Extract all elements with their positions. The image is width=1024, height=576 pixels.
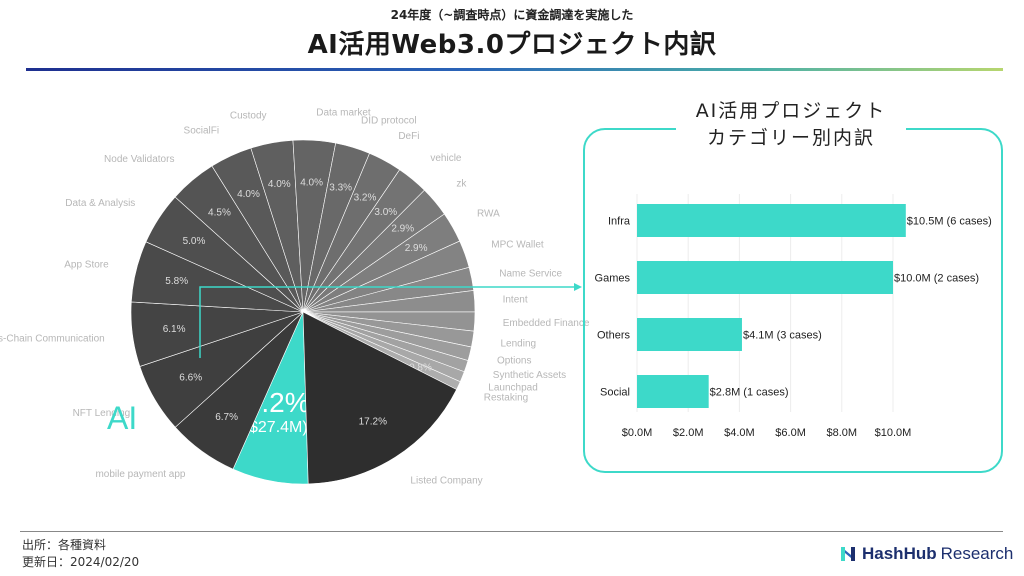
- footer-divider: [20, 531, 1003, 532]
- bar-value-label: $4.1M (3 cases): [743, 330, 822, 342]
- pie-slice-label-launchpad: Launchpad: [488, 382, 538, 393]
- pie-slice-label-custody: Custody: [230, 110, 267, 121]
- hashhub-logo: HashHub Research: [840, 544, 1013, 564]
- pie-slice-label-did-protocol: DID protocol: [361, 116, 417, 127]
- pie-slice-label-listed-company: Listed Company: [410, 476, 482, 487]
- footer-notes: 出所：各種資料 更新日：2024/02/20: [22, 537, 139, 571]
- pie-slice-label-restaking: Restaking: [484, 393, 528, 404]
- bar-games: [637, 261, 893, 294]
- pie-slice-label-app-store: App Store: [64, 260, 109, 271]
- title-divider: [26, 68, 1003, 71]
- pie-slice-value-data-market: 4.0%: [300, 177, 323, 188]
- panel-title-line2: カテゴリー別内訳: [706, 127, 875, 149]
- page-title: AI活用Web3.0プロジェクト内訳: [307, 30, 717, 60]
- pie-slice-label-defi: DeFi: [398, 131, 419, 142]
- pie-slice-label-synthetic-assets: Synthetic Assets: [493, 370, 566, 381]
- logo-name-bold: HashHub: [862, 544, 937, 563]
- logo-name-light: Research: [940, 544, 1014, 563]
- pie-slice-value-zk: 2.9%: [391, 224, 414, 235]
- panel-title: AI活用プロジェクト カテゴリー別内訳: [676, 98, 906, 152]
- pie-slice-value-custody: 4.0%: [268, 179, 291, 190]
- bar-category-label: Infra: [608, 216, 631, 228]
- bar-x-tick-label: $2.0M: [673, 427, 704, 439]
- bar-chart: $0.0M $2.0M $4.0M $6.0M $8.0M $10.0M Infra $10.…: [595, 194, 992, 439]
- pie-slice-value-socialfi: 4.0%: [237, 189, 260, 200]
- source-note: 出所：各種資料: [22, 538, 107, 552]
- pie-slice-value-restaking: 0.8%: [409, 363, 432, 374]
- connector-line: [199, 286, 576, 358]
- pie-slice-label-name-service: Name Service: [499, 268, 562, 279]
- bar-infra: [637, 204, 906, 237]
- pie-slice-label-data-market: Data market: [316, 107, 371, 118]
- bar-category-label: Games: [595, 273, 631, 285]
- bar-x-tick-label: $0.0M: [622, 427, 653, 439]
- connector-arrowhead: [574, 283, 582, 291]
- bar-value-label: $10.0M (2 cases): [894, 273, 979, 285]
- pie-slice-label-zk: zk: [456, 179, 467, 190]
- bar-x-tick-label: $8.0M: [827, 427, 858, 439]
- pie-highlight-label: AI: [107, 400, 138, 436]
- bar-value-label: $10.5M (6 cases): [907, 216, 992, 228]
- pie-highlight-amount: ($27.4M): [244, 419, 308, 436]
- pie-slice-value-cross-chain-communication: 6.1%: [163, 324, 186, 335]
- pie-slice-label-node-validators: Node Validators: [104, 154, 174, 165]
- pie-slice-value-rwa: 2.9%: [405, 243, 428, 254]
- pie-slice-label-socialfi: SocialFi: [184, 125, 220, 136]
- pie-slice-value-nft-lending: 6.6%: [179, 372, 202, 383]
- pie-slice-label-rwa: RWA: [477, 208, 500, 219]
- hashhub-logo-icon: [841, 547, 855, 561]
- pie-slice-value-node-validators: 4.5%: [208, 207, 231, 218]
- bar-x-tick-label: $6.0M: [775, 427, 806, 439]
- updated-date: 更新日：2024/02/20: [22, 555, 140, 569]
- pie-slice-value-app-store: 5.8%: [165, 276, 188, 287]
- bar-category-label: Social: [600, 387, 630, 399]
- bar-x-tick-label: $4.0M: [724, 427, 755, 439]
- pie-slice-label-cross-chain-communication: Cross-Chain Communication: [0, 333, 105, 344]
- pie-slice-label-embedded-finance: Embedded Finance: [503, 318, 590, 329]
- pie-slice-label-data-analysis: Data & Analysis: [65, 198, 135, 209]
- pie-slice-value-mobile-payment-app: 6.7%: [215, 412, 238, 423]
- panel-title-line1: AI活用プロジェクト: [695, 100, 887, 122]
- bar-others: [637, 318, 742, 351]
- pie-slice-label-mobile-payment-app: mobile payment app: [95, 469, 185, 480]
- pie-slice-value-data-analysis: 5.0%: [183, 236, 206, 247]
- page-subtitle: 24年度（~調査時点）に資金調達を実施した: [390, 8, 634, 22]
- pie-slice-label-nft-lending: NFT Lending: [73, 408, 131, 419]
- bar-value-label: $2.8M (1 cases): [710, 387, 789, 399]
- pie-slice-value-did-protocol: 3.3%: [329, 183, 352, 194]
- pie-slice-label-lending: Lending: [500, 339, 536, 350]
- bar-category-label: Others: [597, 330, 631, 342]
- pie-slice-value-listed-company: 17.2%: [359, 417, 387, 428]
- pie-slice-label-intent: Intent: [503, 294, 528, 305]
- pie-slice-listed-company: [302, 311, 457, 485]
- bar-x-tick-label: $10.0M: [875, 427, 912, 439]
- pie-slice-label-vehicle: vehicle: [430, 153, 462, 164]
- pie-slice-value-defi: 3.2%: [354, 193, 377, 204]
- pie-slice-label-options: Options: [497, 356, 531, 367]
- bar-social: [637, 375, 709, 408]
- pie-slice-label-mpc-wallet: MPC Wallet: [491, 240, 544, 251]
- pie-slice-value-vehicle: 3.0%: [374, 207, 397, 218]
